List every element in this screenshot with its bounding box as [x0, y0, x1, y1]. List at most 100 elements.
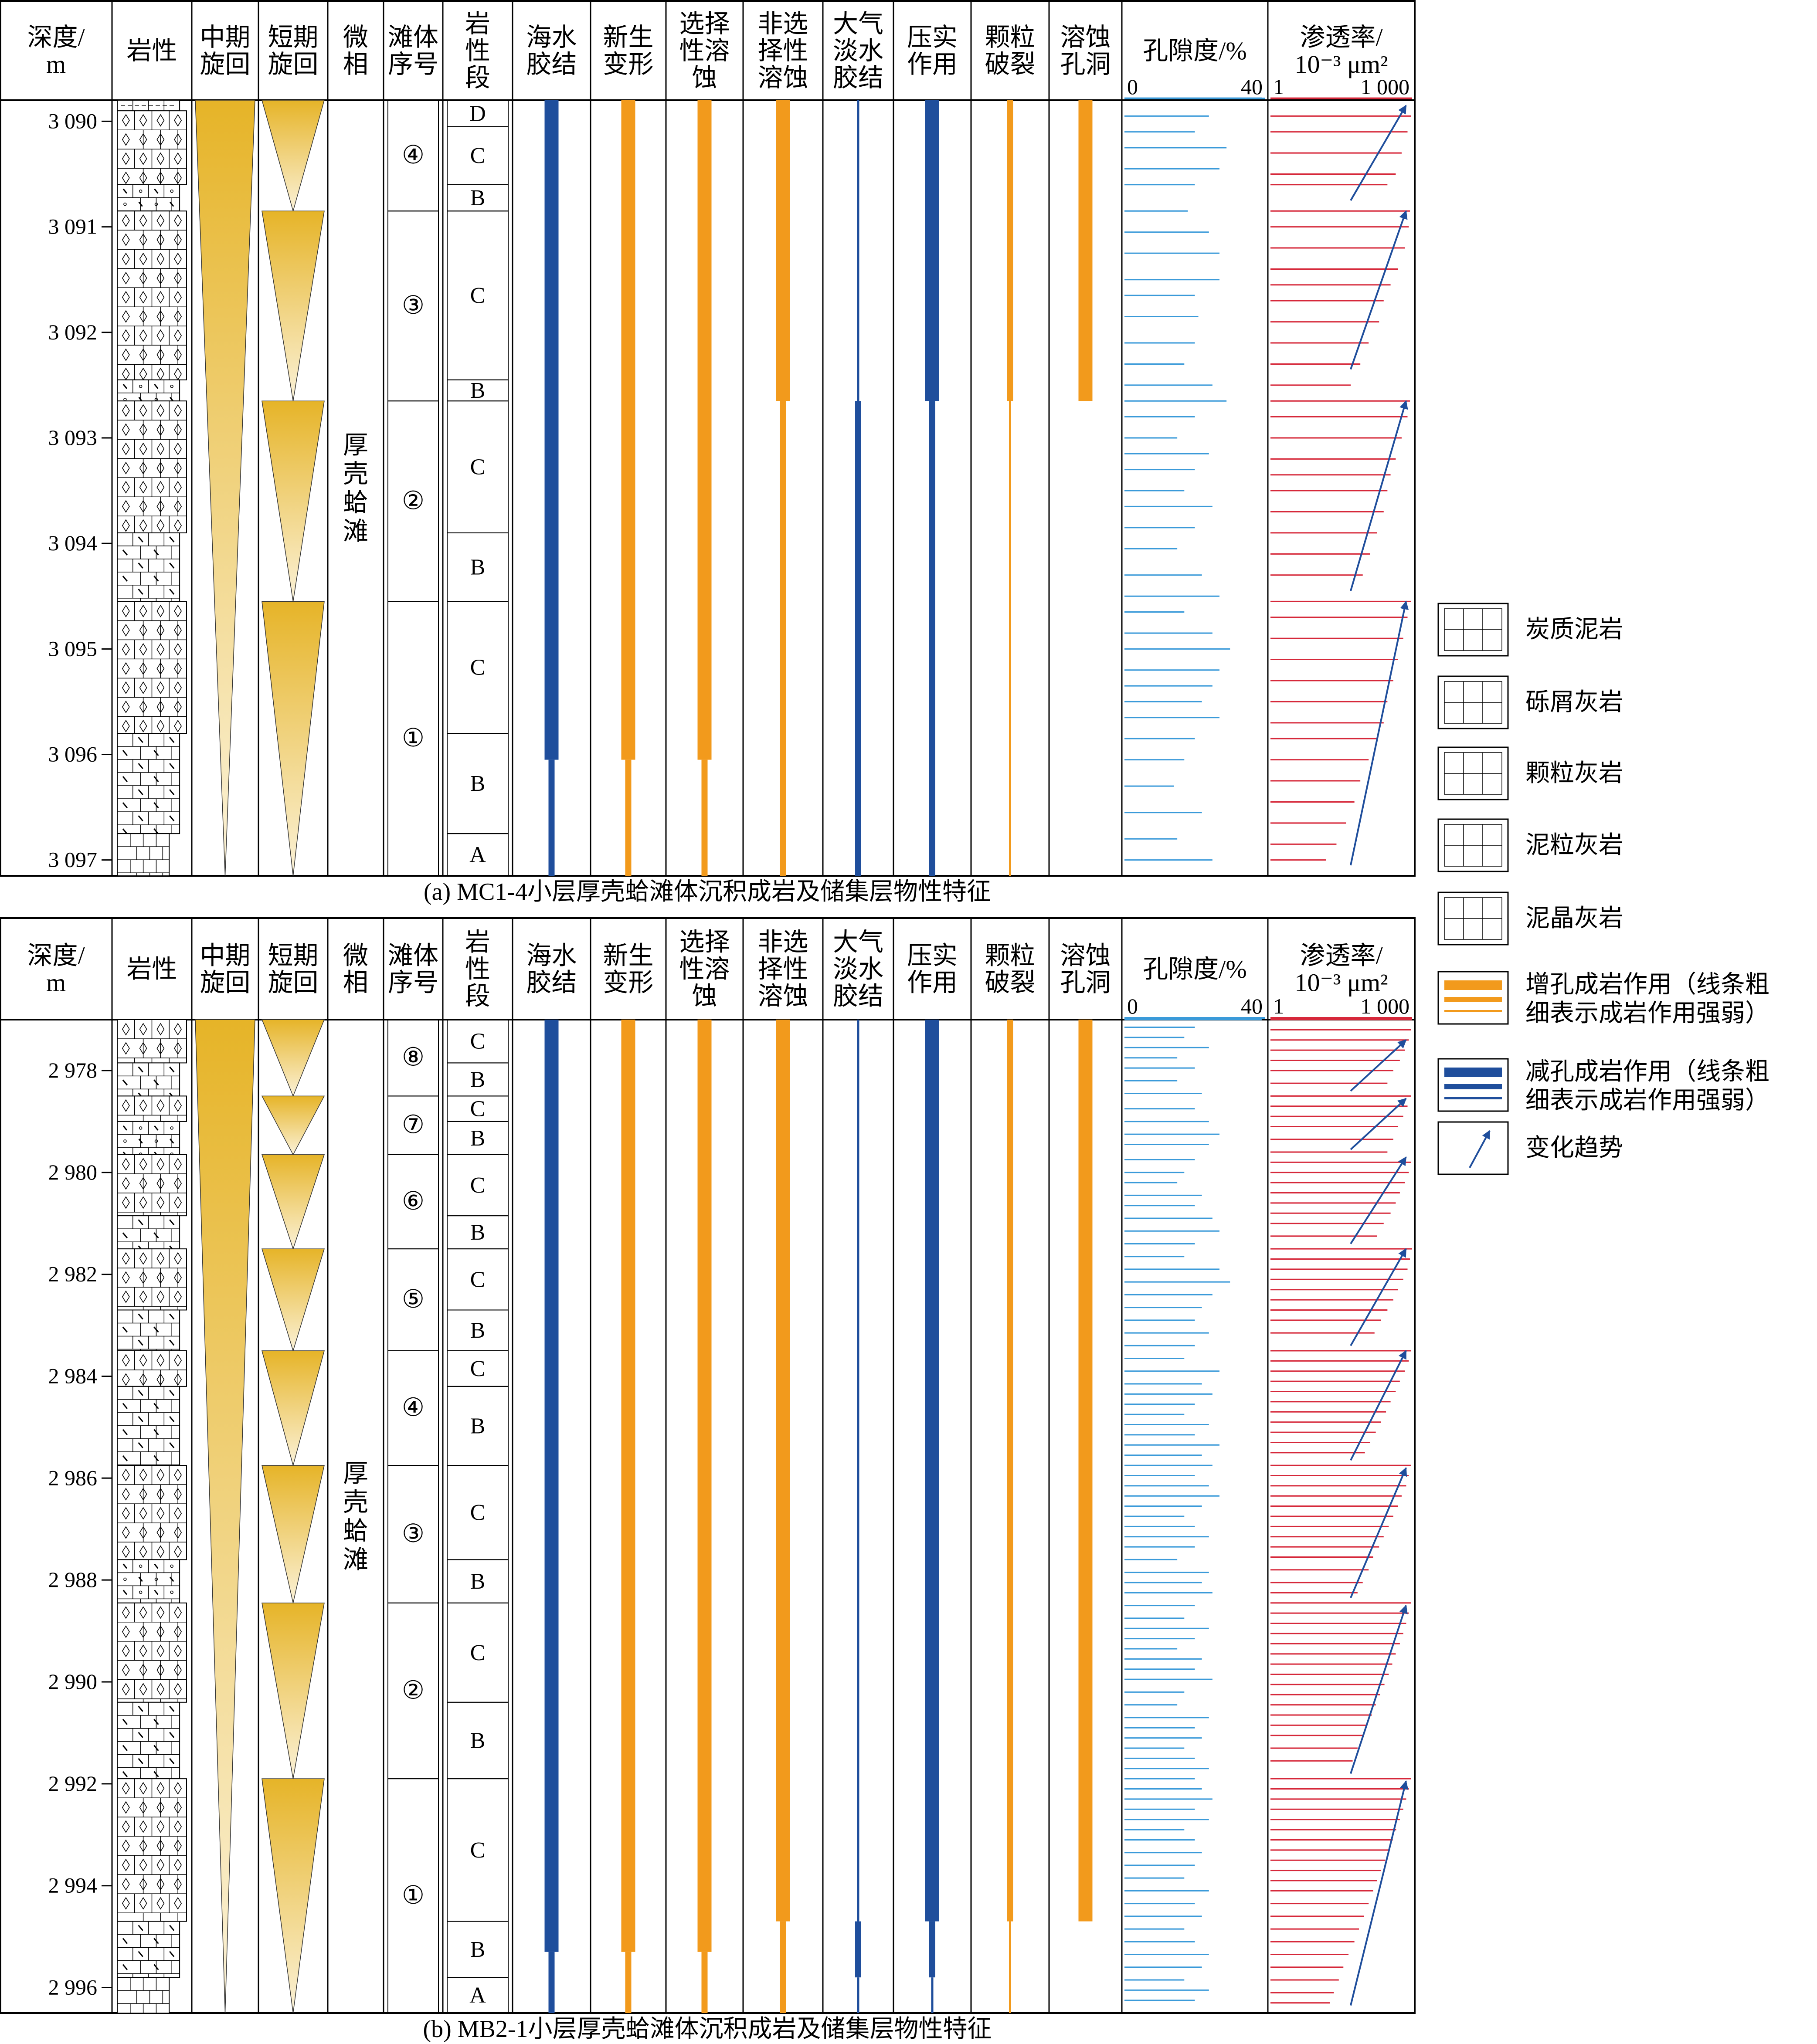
- lithology-grain: [156, 291, 165, 304]
- lithology-grain: [156, 233, 165, 246]
- legend-item-trend: 变化趋势: [1437, 1121, 1623, 1175]
- lithology-grain: [153, 575, 159, 582]
- segment-label: C: [470, 143, 486, 168]
- depth-tick-label: 2 980: [48, 1160, 98, 1184]
- lithology-grain: [122, 500, 130, 513]
- lithology-grain: [156, 604, 165, 617]
- legend-label-rudstone: 砾屑灰岩: [1525, 689, 1623, 716]
- lithology-grain: [139, 271, 147, 285]
- lithology-grain: [122, 1373, 130, 1386]
- header-sel-dissolution: 性溶: [679, 955, 730, 983]
- short-cycle-triangle: [261, 1019, 325, 1097]
- lithology-packstone: [117, 1702, 180, 1780]
- lithology-grain: [139, 1177, 147, 1190]
- header-litho-segment: 岩: [465, 10, 490, 38]
- lithology-grain: [139, 1271, 147, 1284]
- lithology-grain: [154, 202, 158, 206]
- lithology-grain: [169, 815, 175, 822]
- lithology-grain: [122, 271, 130, 285]
- legend-line-medium: [1444, 997, 1502, 1002]
- lithology-grain: [156, 461, 165, 475]
- lithology-grain: [153, 750, 159, 756]
- segment-label: C: [470, 655, 486, 680]
- lithology-grain: [156, 1801, 165, 1814]
- lithology-grain: [174, 1878, 182, 1891]
- lithology-grain: [156, 404, 165, 417]
- lithology-grain: [122, 1468, 130, 1481]
- segment-label: C: [470, 1029, 486, 1054]
- segment-label: B: [470, 1414, 486, 1438]
- lithology-rudstone: [117, 1248, 187, 1311]
- lithology-grain: [139, 1196, 147, 1209]
- lithology-grain: [156, 133, 165, 146]
- lithology-grain: [174, 643, 182, 656]
- trend-arrow: [1350, 105, 1407, 201]
- lithology-rudstone: [117, 400, 187, 533]
- lithology-rudstone: [117, 1095, 187, 1122]
- lithology-grain: [123, 1139, 127, 1143]
- diagenesis-bar-meteoric-cement: [855, 1921, 861, 1978]
- lithology-grain: [153, 1232, 159, 1239]
- legend-line-thin: [1444, 1010, 1502, 1012]
- lithology-grain: [156, 1526, 165, 1539]
- header-permeability: 10⁻³ μm²: [1294, 50, 1388, 78]
- lithology-grain: [156, 500, 165, 513]
- diagenesis-bar-nonsel-dissolution: [776, 1020, 790, 1922]
- lithology-grain: [174, 1042, 182, 1055]
- lithology-grain: [139, 291, 147, 304]
- lithology-grain: [169, 737, 175, 743]
- lithology-grain: [139, 152, 147, 165]
- lithology-grain: [139, 1606, 147, 1619]
- segment-label: B: [470, 1067, 486, 1092]
- segment-label: C: [470, 1267, 486, 1292]
- lithology-grain: [122, 1745, 128, 1751]
- diagenesis-bar-marine-cement: [544, 1020, 559, 1952]
- trend-arrow: [1350, 1350, 1407, 1461]
- lithology-grain: [139, 1878, 147, 1891]
- lithology-grain: [156, 1354, 165, 1367]
- legend-line-thin: [1444, 1097, 1502, 1099]
- microfacies-label: 滩: [343, 517, 368, 546]
- lithology-grain: [123, 1577, 127, 1581]
- lithology-packstone: [117, 532, 180, 602]
- header-depth: m: [46, 969, 66, 997]
- lithology-grain: [122, 1196, 130, 1209]
- header-porosity: 孔隙度/%: [1143, 955, 1246, 983]
- depth-tick-label: 2 994: [48, 1873, 98, 1898]
- lithology-grain: [122, 1429, 128, 1435]
- diagenesis-bar-grain-fracture: [1007, 100, 1013, 401]
- lithology-grain: [170, 1126, 173, 1130]
- header-shoal-no: 滩体: [388, 942, 438, 970]
- header-meteoric-cement: 淡水: [833, 37, 883, 65]
- lithology-grain: [139, 310, 147, 323]
- lithology-grainstone: [117, 1121, 180, 1157]
- lithology-grain: [174, 348, 182, 361]
- depth-tick-label: 2 986: [48, 1465, 98, 1490]
- header-permeability: 10⁻³ μm²: [1294, 969, 1388, 997]
- lithology-grain: [122, 214, 130, 227]
- header-short-cycle: 旋回: [268, 969, 318, 997]
- lithology-grain: [122, 1644, 130, 1658]
- lithology-grain: [122, 252, 130, 265]
- lithology-grain: [138, 562, 143, 569]
- lithology-grain: [174, 662, 182, 675]
- lithology-grain: [139, 329, 147, 342]
- header-short-cycle: 旋回: [268, 50, 318, 78]
- lithology-grain: [174, 404, 182, 417]
- lithology-grain: [174, 423, 182, 436]
- header-lithology: 岩性: [126, 37, 177, 65]
- lithology-grain: [122, 662, 130, 675]
- lithology-grain: [138, 1066, 143, 1073]
- diagenesis-bar-dissolution-vugs: [1078, 100, 1093, 401]
- lithology-grain: [122, 1664, 130, 1677]
- depth-tick-label: 3 094: [48, 531, 98, 555]
- lithology-grain: [138, 1339, 143, 1346]
- lithology-grain: [138, 1390, 143, 1396]
- header-permeability: 渗透率/: [1300, 23, 1383, 51]
- lithology-grain: [122, 1771, 128, 1777]
- lithology-grain: [169, 562, 175, 569]
- lithology-grain: [169, 763, 175, 769]
- lithology-grain: [156, 700, 165, 713]
- lithology-grain: [139, 1468, 147, 1481]
